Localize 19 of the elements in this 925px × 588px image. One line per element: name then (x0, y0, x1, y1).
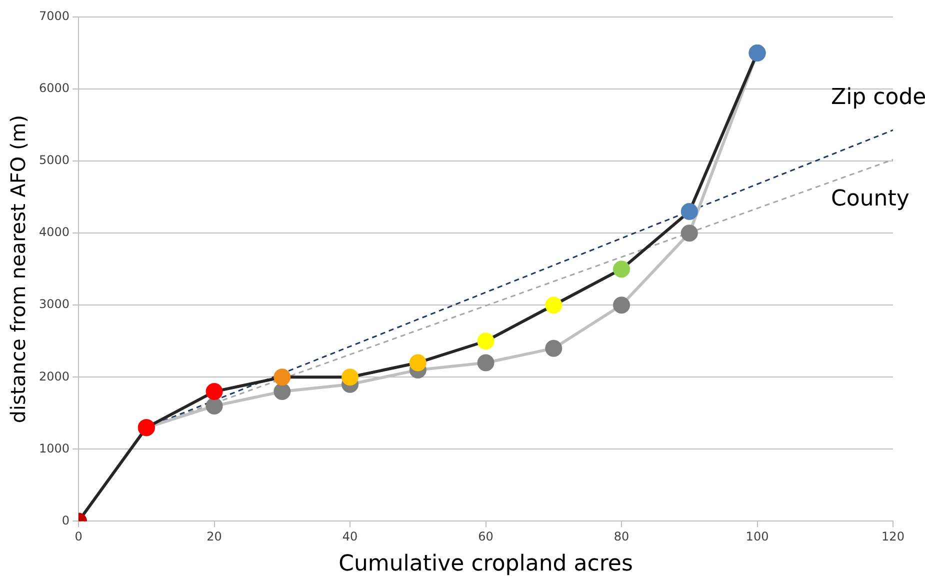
y-axis-title: distance from nearest AFO (m) (6, 114, 30, 424)
series-label: Zip code (831, 85, 925, 110)
y-tick-label: 1000 (38, 441, 70, 456)
y-tick-label: 2000 (38, 369, 70, 384)
y-tick-label: 6000 (38, 81, 70, 96)
x-tick-label: 120 (882, 530, 904, 544)
x-tick-label: 20 (206, 530, 222, 544)
series-label: County (831, 186, 910, 212)
y-tick-label: 3000 (38, 297, 70, 312)
x-axis-title: Cumulative cropland acres (338, 552, 633, 577)
x-tick-label: 80 (614, 530, 630, 544)
x-tick-label: 40 (342, 530, 358, 544)
y-tick-label: 4000 (38, 225, 70, 240)
x-tick-label: 0 (74, 530, 82, 544)
x-tick-label: 100 (746, 530, 769, 544)
x-tick-label: 60 (478, 530, 494, 544)
y-tick-label: 5000 (38, 153, 70, 168)
y-tick-label: 0 (62, 513, 70, 528)
y-tick-label: 7000 (38, 9, 70, 24)
